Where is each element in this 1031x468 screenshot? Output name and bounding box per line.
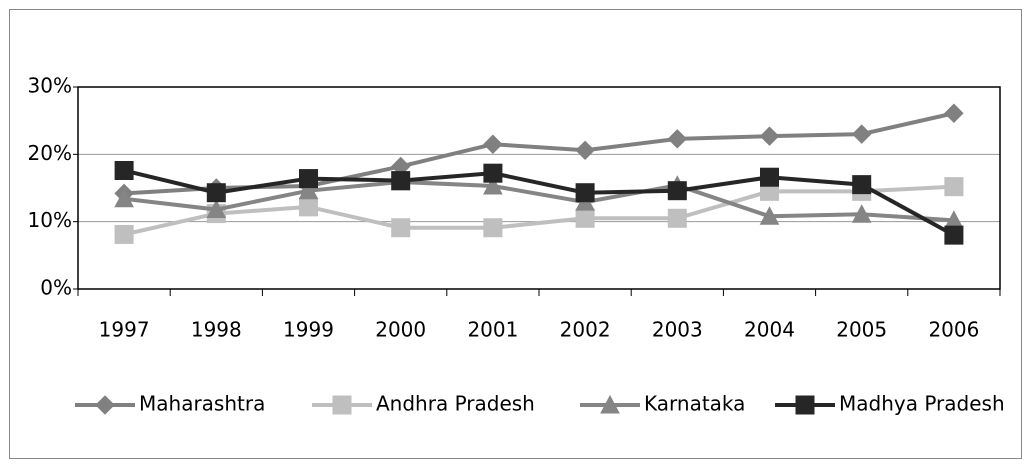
x-tick-label: 1998 [191,318,242,342]
legend-marker [600,394,620,414]
data-point [667,181,687,201]
x-tick-label: 2001 [467,318,518,342]
series-line [123,168,955,237]
data-point [760,167,779,187]
legend-label: Andhra Pradesh [376,392,535,416]
data-point [114,160,134,180]
series-line [123,184,955,237]
data-point [206,199,227,219]
series-line [123,179,955,223]
data-point [299,169,318,189]
legend-item: Karnataka [580,392,745,416]
legend-label: Karnataka [644,392,745,416]
x-tick-label: 2005 [836,318,887,342]
x-tick-label: 2006 [928,318,979,342]
x-tick-label: 2004 [744,318,795,342]
data-point [483,134,503,154]
data-point [114,224,134,244]
data-point [391,218,411,238]
legend-marker [795,395,815,415]
legend-marker [332,395,352,415]
data-point [483,218,503,238]
data-point [206,183,226,203]
legend-label: Maharashtra [139,392,265,416]
data-point [575,183,595,203]
data-point [114,188,134,208]
data-point [483,175,503,195]
data-point [667,129,688,149]
data-point [944,225,964,245]
data-point [298,180,319,200]
legend-marker [95,395,115,415]
data-point [483,163,503,183]
y-tick-label: 20% [28,141,72,165]
chart-frame [9,9,1022,459]
y-tick-label: 30% [28,74,72,98]
legend-item: Maharashtra [75,392,265,416]
data-point [851,124,872,144]
data-point [852,175,872,195]
x-tick-label: 1997 [99,318,150,342]
data-point [575,140,595,161]
data-point [851,204,872,223]
data-point [575,208,595,228]
data-point [391,171,411,191]
data-point [944,177,964,197]
data-point [759,126,780,146]
data-point [299,197,318,217]
y-tick-label: 0% [40,276,72,300]
x-tick-label: 1999 [283,318,334,342]
x-tick-label: 2003 [652,318,703,342]
legend-item: Andhra Pradesh [312,392,535,416]
data-point [759,206,780,225]
data-point [944,103,964,123]
y-tick-label: 10% [28,208,72,232]
legend-item: Madhya Pradesh [775,392,1005,416]
x-tick-label: 2002 [560,318,611,342]
x-tick-label: 2000 [375,318,426,342]
legend-label: Madhya Pradesh [839,392,1005,416]
data-point [667,208,687,228]
